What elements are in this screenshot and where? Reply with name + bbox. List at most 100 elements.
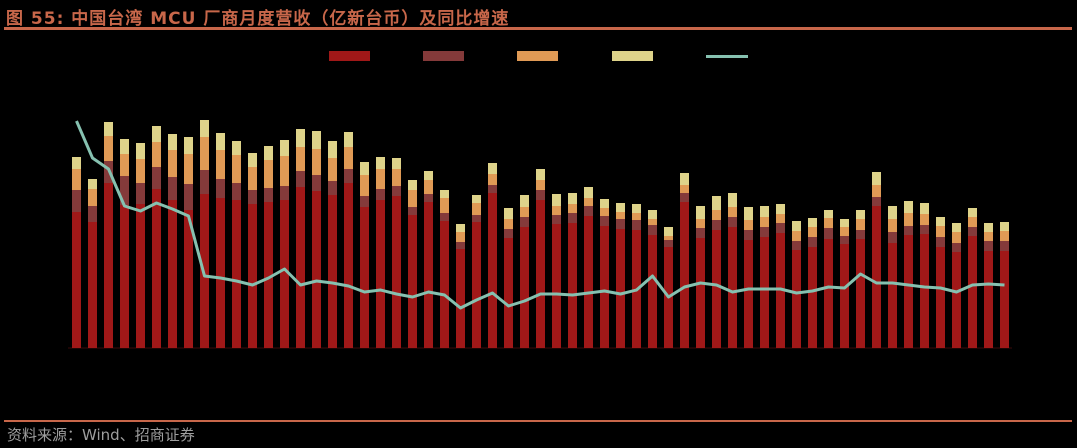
bar-segment-series4 — [264, 146, 273, 160]
bar-segment-series1 — [248, 204, 257, 348]
bar-segment-series2 — [680, 193, 689, 202]
bar-segment-series4 — [760, 206, 769, 217]
bar-segment-series3 — [72, 169, 81, 190]
bar-segment-series2 — [168, 177, 177, 200]
bar-segment-series4 — [888, 206, 897, 219]
bar-segment-series2 — [776, 223, 785, 233]
bar-segment-series2 — [424, 194, 433, 202]
bar-stack — [648, 210, 657, 348]
bar-segment-series4 — [520, 195, 529, 207]
bar-segment-series2 — [440, 213, 449, 221]
bar-segment-series4 — [680, 173, 689, 185]
bar-segment-series1 — [808, 247, 817, 348]
bar-segment-series2 — [984, 241, 993, 251]
bar-stack — [344, 132, 353, 348]
bar-stack — [168, 134, 177, 348]
bar-stack — [328, 141, 337, 348]
bar-segment-series2 — [216, 179, 225, 198]
bar-segment-series2 — [712, 220, 721, 230]
bar-segment-series4 — [1000, 222, 1009, 231]
bar-stack — [136, 143, 145, 348]
bar-segment-series2 — [136, 183, 145, 204]
bar-segment-series4 — [392, 158, 401, 169]
bar-segment-series2 — [552, 215, 561, 224]
bar-stack — [280, 140, 289, 348]
bar-stack — [712, 196, 721, 348]
bar-segment-series1 — [936, 247, 945, 348]
bar-segment-series4 — [536, 169, 545, 180]
bar-segment-series1 — [968, 236, 977, 348]
bar-segment-series1 — [120, 205, 129, 348]
bar-segment-series3 — [232, 155, 241, 183]
bar-segment-series1 — [328, 195, 337, 348]
bar-segment-series4 — [632, 204, 641, 213]
bar-segment-series1 — [88, 222, 97, 348]
bar-segment-series2 — [88, 206, 97, 222]
bar-segment-series2 — [696, 228, 705, 238]
bar-segment-series4 — [328, 141, 337, 158]
bar-segment-series4 — [472, 195, 481, 203]
bar-segment-series2 — [328, 181, 337, 195]
bar-segment-series4 — [408, 180, 417, 190]
bar-segment-series4 — [200, 120, 209, 137]
bar-segment-series1 — [312, 191, 321, 348]
bar-segment-series1 — [392, 196, 401, 348]
bar-segment-series3 — [408, 190, 417, 207]
bar-segment-series2 — [840, 236, 849, 244]
bar-segment-series2 — [760, 227, 769, 237]
bar-segment-series3 — [568, 204, 577, 213]
bar-stack — [920, 203, 929, 348]
bar-segment-series1 — [104, 183, 113, 348]
bar-segment-series2 — [152, 167, 161, 189]
legend-line-growth — [706, 54, 748, 58]
bar-segment-series4 — [136, 143, 145, 159]
bar-stack — [184, 137, 193, 348]
bar-segment-series4 — [488, 163, 497, 174]
bar-segment-series1 — [568, 223, 577, 348]
bar-segment-series4 — [456, 224, 465, 232]
bar-segment-series4 — [664, 227, 673, 236]
bar-segment-series2 — [456, 242, 465, 249]
bar-segment-series1 — [232, 200, 241, 348]
bar-segment-series1 — [856, 239, 865, 348]
bar-stack — [824, 210, 833, 348]
bar-segment-series3 — [984, 232, 993, 241]
bar-segment-series1 — [888, 243, 897, 348]
bar-segment-series3 — [440, 198, 449, 213]
bar-stack — [744, 207, 753, 348]
bar-segment-series1 — [136, 204, 145, 348]
bar-segment-series2 — [312, 175, 321, 191]
bar-segment-series3 — [344, 147, 353, 169]
bar-segment-series1 — [616, 229, 625, 348]
bar-segment-series3 — [104, 136, 113, 161]
bar-segment-series2 — [264, 188, 273, 202]
bar-segment-series3 — [296, 147, 305, 171]
bar-segment-series2 — [744, 230, 753, 240]
bar-stack — [424, 171, 433, 348]
bar-stack — [888, 206, 897, 348]
bar-segment-series1 — [168, 200, 177, 348]
bar-stack — [600, 199, 609, 348]
bar-segment-series2 — [488, 185, 497, 193]
bar-segment-series1 — [552, 224, 561, 348]
bar-segment-series3 — [280, 156, 289, 186]
bar-segment-series4 — [280, 140, 289, 156]
bar-segment-series2 — [504, 229, 513, 238]
bar-segment-series1 — [904, 235, 913, 348]
bar-segment-series2 — [888, 232, 897, 243]
bar-segment-series2 — [600, 216, 609, 226]
bar-segment-series1 — [600, 226, 609, 348]
bar-segment-series1 — [744, 240, 753, 348]
bar-segment-series4 — [440, 190, 449, 198]
bar-stack — [616, 203, 625, 348]
bar-segment-series4 — [712, 196, 721, 210]
bar-stack — [200, 120, 209, 348]
bar-segment-series3 — [616, 212, 625, 219]
bar-segment-series3 — [88, 189, 97, 206]
bar-segment-series1 — [280, 200, 289, 348]
bar-segment-series4 — [312, 131, 321, 149]
bar-segment-series2 — [472, 215, 481, 222]
bar-segment-series3 — [456, 232, 465, 242]
legend-item-series4 — [612, 50, 657, 62]
bar-segment-series1 — [824, 239, 833, 348]
